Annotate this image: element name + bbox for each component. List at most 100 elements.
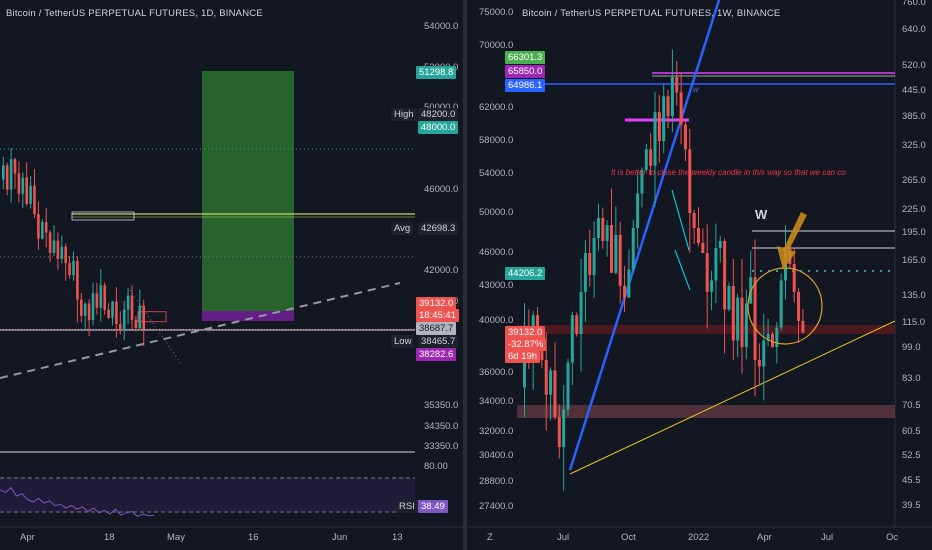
grey-price-tag: 38687.7 [416,322,457,335]
x-tick-label: Oc [886,532,899,543]
candle-body [575,315,579,334]
x-tick-label: Apr [757,532,772,543]
candle-body [557,417,561,447]
candle-body [592,238,596,275]
left-axis-tick: 32000.0 [479,426,514,437]
candle-body [56,240,60,259]
right-axis-tick: 445.0 [902,85,926,96]
left-chart-title: Bitcoin / TetherUS PERPETUAL FUTURES, 1D… [6,8,263,19]
w-pattern-label: W [755,207,768,222]
left-axis-tick: 50000.0 [479,207,514,218]
candle-body [115,301,118,324]
high-value: 48200.0 [418,108,459,121]
candle-body [588,253,592,275]
candle-body [757,360,761,367]
candle-body [705,253,709,292]
right-axis-tick: 135.0 [902,290,926,301]
candle-body [644,149,648,170]
candle-body [640,169,644,194]
down-arrow [777,212,807,270]
candle-body [33,185,36,215]
candle-body [614,235,618,273]
resistance-zone [517,325,895,334]
high-label: High [391,108,417,121]
right-axis-tick: 265.0 [902,175,926,186]
right-axis-tick: 640.0 [902,24,926,35]
avg-value: 42698.3 [418,222,459,235]
left-axis-tick: 75000.0 [479,7,514,18]
candle-body [570,315,574,363]
bar-countdown: 18:45:41 [416,309,459,322]
candle-body [64,246,67,263]
price-change-tag: -32.87% [505,338,547,351]
low-value: 38465.7 [418,335,459,348]
right-axis-tick: 52.5 [902,450,921,461]
last-price-tag: 39132.0 [505,326,546,339]
candle-body [744,303,748,347]
right-chart-pane[interactable]: Bitcoin / TetherUS PERPETUAL FUTURES, 1W… [467,0,932,550]
candle-body [679,92,683,125]
price-tag-64986: 64986.1 [505,79,546,92]
rsi-line [0,486,155,517]
left-chart-canvas[interactable] [0,0,463,550]
candle-body [68,262,71,276]
highlight-circle [747,267,823,345]
candle-body [675,77,679,93]
left-axis-tick: 58000.0 [479,135,514,146]
right-axis-tick: 60.5 [902,426,921,437]
chart-annotation: It is better to close the weekly candle … [611,168,846,177]
candle-body [723,241,727,310]
candle-body [134,319,138,329]
x-tick-label: Jun [332,532,348,543]
candle-body [87,303,91,320]
candle-body [692,213,696,228]
candle-body [126,295,130,310]
candle-body [99,285,103,308]
left-axis-tick: 34000.0 [479,396,514,407]
right-chart-title: Bitcoin / TetherUS PERPETUAL FUTURES, 1W… [522,8,781,19]
yellow-trend-line [569,320,896,475]
candle-body [736,297,740,341]
candle-body [697,228,700,243]
x-tick-label: May [167,532,185,543]
range-box [71,211,135,221]
right-axis-tick: 760.0 [902,0,926,8]
candle-body [636,193,640,228]
candle-body [605,225,609,241]
candle-body [60,246,64,259]
stop-price-tag: 38282.6 [416,348,457,361]
candle-body [83,303,87,316]
y-tick-label: 54000.0 [424,21,459,32]
cyan-pattern-line [671,189,690,251]
candle-body [566,362,570,410]
candle-body [627,269,631,298]
left-axis-tick: 40000.0 [479,315,514,326]
support-zone-overlay [517,405,895,418]
candle-body [103,285,106,310]
left-axis-tick: 27400.0 [479,501,514,512]
candle-body [80,299,83,316]
candle-body [142,305,145,330]
right-chart-canvas[interactable] [467,0,932,550]
candle-body [710,280,714,292]
left-axis-tick: 54000.0 [479,168,514,179]
right-axis-tick: 195.0 [902,227,926,238]
candle-body [688,149,692,213]
y-tick-label: 34350.0 [424,420,459,432]
x-tick-label: 18 [104,532,115,543]
pane-divider[interactable] [463,0,467,550]
candle-body [52,240,56,253]
rsi-label: RSI [396,500,418,513]
candle-body [701,243,705,253]
candle-body [583,253,587,292]
candle-body [775,327,779,347]
candle-body [779,280,783,328]
candle-body [631,228,635,270]
target-zone [202,71,294,311]
y-tick-label: 46000.0 [424,183,459,195]
left-chart-pane[interactable]: Bitcoin / TetherUS PERPETUAL FUTURES, 1D… [0,0,463,550]
candle-body [119,323,122,331]
x-tick-label: Oct [621,532,636,543]
candle-body [544,360,548,395]
candle-body [740,297,744,347]
